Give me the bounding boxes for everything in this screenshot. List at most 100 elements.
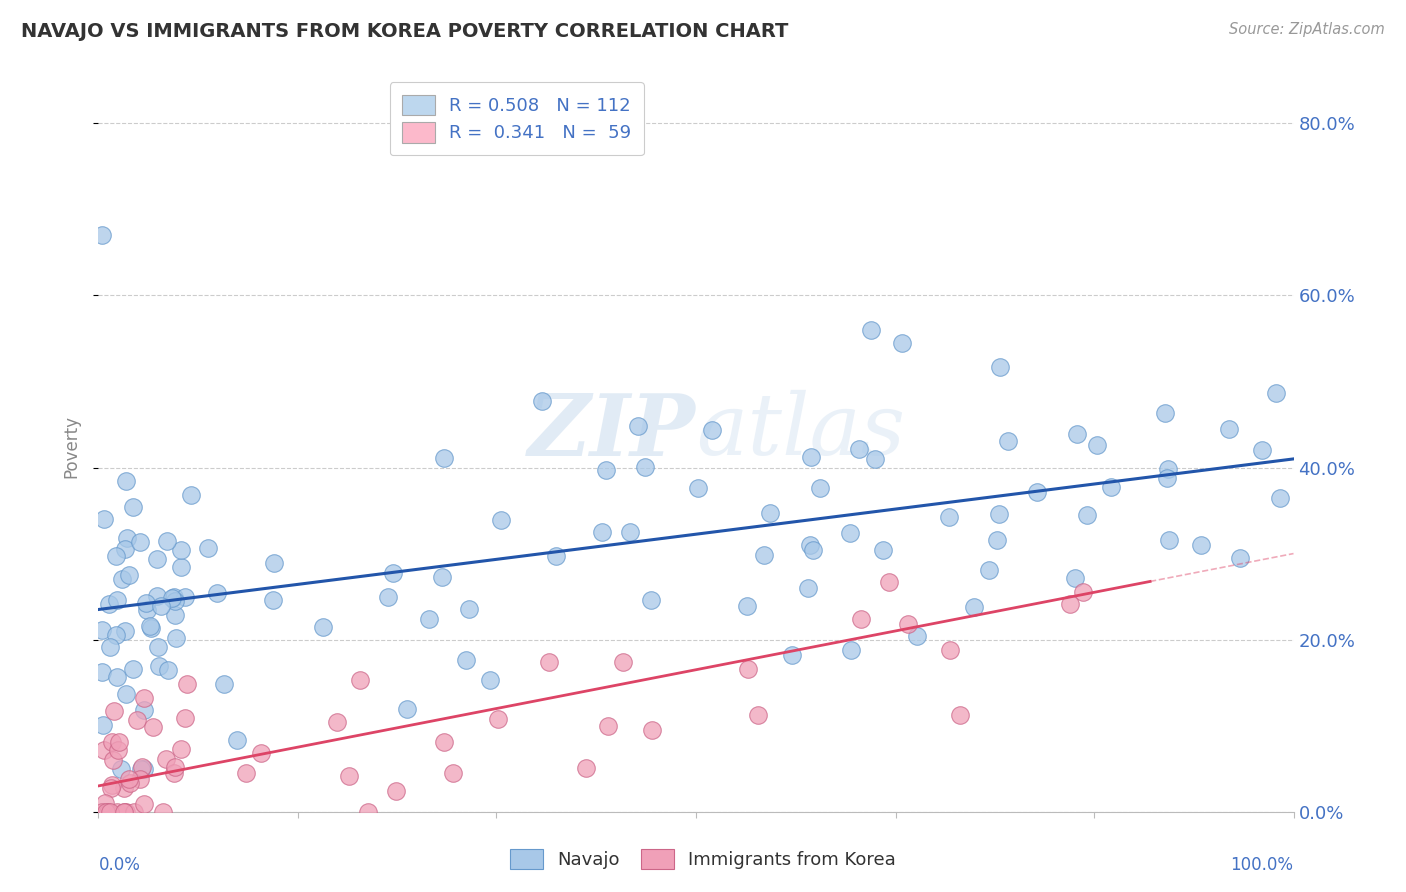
Point <box>263 557 285 571</box>
Point <box>118 568 141 582</box>
Point <box>180 488 202 502</box>
Point <box>977 563 1000 577</box>
Point <box>118 776 141 790</box>
Point <box>98 597 121 611</box>
Point <box>142 720 165 734</box>
Point <box>212 677 235 691</box>
Point <box>150 599 173 613</box>
Point <box>357 805 380 819</box>
Point <box>139 618 162 632</box>
Point <box>859 323 882 337</box>
Point <box>1153 406 1175 420</box>
Point <box>1264 386 1286 401</box>
Point <box>94 796 117 810</box>
Point <box>101 778 124 792</box>
Point <box>595 462 617 476</box>
Point <box>169 542 191 557</box>
Point <box>156 663 179 677</box>
Point <box>135 595 157 609</box>
Point <box>97 805 120 819</box>
Point <box>839 526 862 541</box>
Point <box>1066 427 1088 442</box>
Point <box>384 784 406 798</box>
Point <box>418 612 440 626</box>
Point <box>118 772 141 786</box>
Point <box>479 673 502 687</box>
Text: Source: ZipAtlas.com: Source: ZipAtlas.com <box>1229 22 1385 37</box>
Point <box>93 743 115 757</box>
Point <box>98 640 121 654</box>
Point <box>619 525 641 540</box>
Point <box>163 590 186 604</box>
Point <box>136 603 159 617</box>
Point <box>129 535 152 549</box>
Point <box>114 474 136 488</box>
Point <box>1076 508 1098 522</box>
Point <box>849 612 872 626</box>
Point <box>1063 571 1085 585</box>
Point <box>176 677 198 691</box>
Point <box>131 760 153 774</box>
Point <box>104 628 127 642</box>
Point <box>747 708 769 723</box>
Point <box>538 655 561 669</box>
Point <box>100 780 122 795</box>
Point <box>641 723 664 737</box>
Point <box>988 359 1011 374</box>
Point <box>626 419 648 434</box>
Point <box>91 717 114 731</box>
Point <box>458 601 481 615</box>
Point <box>872 542 894 557</box>
Point <box>456 653 478 667</box>
Point <box>688 481 710 495</box>
Point <box>754 548 776 562</box>
Point <box>1218 422 1240 436</box>
Point <box>987 507 1010 521</box>
Text: atlas: atlas <box>696 390 905 473</box>
Point <box>949 707 972 722</box>
Point <box>1059 597 1081 611</box>
Point <box>877 574 900 589</box>
Point <box>103 704 125 718</box>
Point <box>997 434 1019 448</box>
Point <box>91 665 114 680</box>
Point <box>1156 471 1178 485</box>
Point <box>249 746 271 760</box>
Point <box>808 482 831 496</box>
Point <box>121 662 143 676</box>
Point <box>612 655 634 669</box>
Point <box>91 228 114 243</box>
Point <box>124 805 146 819</box>
Point <box>848 442 870 456</box>
Legend: Navajo, Immigrants from Korea: Navajo, Immigrants from Korea <box>501 839 905 879</box>
Point <box>139 621 162 635</box>
Point <box>108 735 131 749</box>
Legend: R = 0.508   N = 112, R =  0.341   N =  59: R = 0.508 N = 112, R = 0.341 N = 59 <box>389 82 644 155</box>
Point <box>165 593 187 607</box>
Point <box>377 590 399 604</box>
Point <box>125 713 148 727</box>
Point <box>963 599 986 614</box>
Point <box>634 460 657 475</box>
Point <box>100 805 122 819</box>
Point <box>117 531 139 545</box>
Point <box>349 673 371 688</box>
Point <box>430 569 453 583</box>
Point <box>91 805 114 819</box>
Point <box>165 760 187 774</box>
Point <box>114 687 136 701</box>
Point <box>489 512 512 526</box>
Point <box>735 599 758 613</box>
Point <box>173 590 195 604</box>
Point <box>152 805 174 819</box>
Point <box>170 559 193 574</box>
Point <box>197 541 219 556</box>
Point <box>1157 462 1180 476</box>
Point <box>100 735 122 749</box>
Point <box>262 593 284 607</box>
Point <box>1157 533 1180 547</box>
Point <box>111 572 134 586</box>
Point <box>114 624 136 639</box>
Point <box>115 805 138 819</box>
Point <box>105 549 128 563</box>
